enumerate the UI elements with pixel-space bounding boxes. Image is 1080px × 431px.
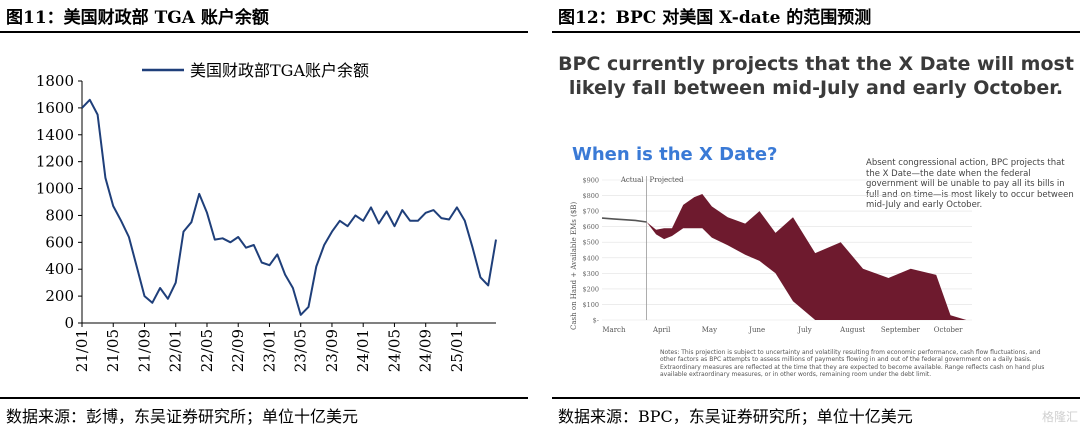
tga-y-tick-label: 1400 [36, 126, 74, 144]
left-top-rule [0, 31, 528, 33]
tga-x-tick-label: 23/01 [260, 329, 278, 372]
tga-x-tick-label: 24/09 [417, 329, 435, 372]
left-bottom-rule [0, 397, 528, 399]
tga-x-ticks: 21/01 21/05 21/09 22/01 22/05 22/09 23/01 23/05… [73, 323, 466, 372]
bpc-y-tick-label: $500 [582, 239, 599, 247]
tga-y-tick-label: 1200 [36, 153, 74, 171]
bpc-actual-line [601, 217, 647, 223]
left-source-note: 数据来源：彭博，东吴证券研究所；单位十亿美元 [6, 407, 359, 426]
tga-axes [81, 81, 496, 324]
tga-x-tick-label: 23/05 [292, 329, 310, 372]
tga-y-tick-label: 0 [64, 314, 74, 332]
watermark-logo: 格隆汇 [1041, 410, 1078, 424]
bpc-y-tick-label: $300 [582, 270, 599, 278]
bpc-y-tick-label: $400 [582, 254, 599, 262]
tga-y-ticks: 0 200 400 600 800 1000 1200 1400 1600 1800 [36, 72, 82, 332]
bpc-y-tick-label: $100 [582, 301, 599, 309]
bpc-x-tick-label: March [602, 326, 626, 334]
tga-x-tick-label: 21/01 [73, 329, 91, 372]
bpc-notes: Notes: This projection is subject to unc… [660, 349, 1045, 378]
bpc-x-tick-label: October [934, 326, 963, 334]
left-figure-title: 图11：美国财政部 TGA 账户余额 [6, 8, 269, 28]
tga-x-tick-label: 22/05 [198, 329, 216, 372]
bpc-y-tick-label: $700 [582, 208, 599, 216]
bpc-chart-title: When is the X Date? [572, 144, 778, 165]
tga-x-tick-label: 21/05 [104, 329, 122, 372]
bpc-y-tick-label: $900 [582, 177, 599, 185]
bpc-x-tick-label: September [881, 326, 921, 334]
bpc-xdate-chart: $- $100 $200 $300 $400 $500 $600 $700 $800 $900 M… [570, 176, 972, 334]
tga-x-tick-label: 23/09 [323, 329, 341, 372]
tga-series-line [81, 98, 497, 316]
tga-x-tick-label: 21/09 [135, 329, 153, 372]
right-top-rule [552, 31, 1080, 33]
tga-legend: 美国财政部TGA账户余额 [142, 61, 369, 80]
bpc-annotation: Absent congressional action, BPC project… [866, 158, 1074, 211]
tga-y-tick-label: 600 [45, 233, 74, 251]
tga-y-tick-label: 1800 [36, 72, 74, 90]
tga-x-tick-label: 22/01 [167, 329, 185, 372]
tga-x-tick-label: 25/01 [448, 329, 466, 372]
bpc-x-ticks: March April May June July August September Octo… [602, 326, 963, 334]
bpc-x-tick-label: May [702, 326, 717, 334]
tga-y-tick-label: 1000 [36, 180, 74, 198]
tga-y-tick-label: 1600 [36, 99, 74, 117]
bpc-actual-label: Actual [620, 176, 644, 184]
bpc-x-tick-label: June [748, 326, 765, 334]
bpc-x-tick-label: August [839, 326, 865, 334]
left-panel: 图11：美国财政部 TGA 账户余额 0 200 400 600 800 1000 1200… [0, 0, 528, 431]
bpc-y-axis-label: Cash on Hand + Available EMs ($B) [570, 202, 578, 330]
bpc-x-tick-label: July [797, 326, 812, 334]
tga-x-tick-label: 24/01 [354, 329, 372, 372]
bpc-projected-label: Projected [650, 176, 684, 184]
bpc-x-tick-label: April [652, 326, 671, 334]
tga-legend-label: 美国财政部TGA账户余额 [190, 61, 369, 80]
bpc-y-tick-label: $800 [582, 192, 599, 200]
right-bottom-rule [552, 397, 1080, 399]
bpc-projection-range-area [646, 194, 967, 320]
bpc-y-tick-label: $200 [582, 285, 599, 293]
tga-y-tick-label: 800 [45, 206, 74, 224]
right-figure-title: 图12：BPC 对美国 X-date 的范围预测 [558, 8, 872, 28]
bpc-y-tick-label: $600 [582, 223, 599, 231]
tga-y-tick-label: 400 [45, 260, 74, 278]
tga-x-tick-label: 22/09 [229, 329, 247, 372]
bpc-headline: BPC currently projects that the X Date w… [558, 53, 1074, 99]
tga-x-tick-label: 24/05 [385, 329, 403, 372]
tga-y-tick-label: 200 [45, 287, 74, 305]
right-panel: 图12：BPC 对美国 X-date 的范围预测 BPC currently p… [552, 0, 1080, 431]
right-source-note: 数据来源：BPC，东吴证券研究所；单位十亿美元 [558, 407, 913, 426]
bpc-y-ticks: $- $100 $200 $300 $400 $500 $600 $700 $800 $900 [582, 177, 599, 325]
bpc-y-tick-label: $- [593, 317, 599, 325]
